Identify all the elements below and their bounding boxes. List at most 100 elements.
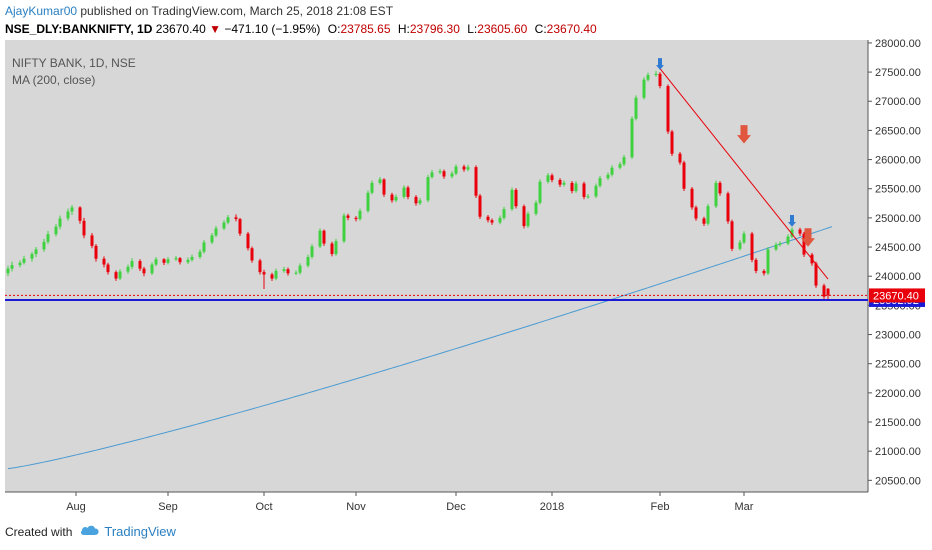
- y-tick-label: 20500.00: [875, 475, 921, 487]
- author-link[interactable]: AjayKumar00: [5, 4, 78, 18]
- candle: [706, 206, 710, 224]
- candle: [222, 222, 226, 229]
- candle: [210, 235, 214, 243]
- candle: [262, 272, 266, 275]
- candle: [442, 171, 446, 177]
- candle: [778, 243, 782, 245]
- high-value: 23796.30: [409, 22, 460, 36]
- candle: [762, 270, 766, 274]
- candle: [606, 174, 610, 179]
- candle: [474, 167, 478, 196]
- plot-area[interactable]: [5, 40, 868, 492]
- y-tick-label: 23000.00: [875, 330, 921, 342]
- candle: [238, 219, 242, 234]
- candle: [114, 272, 118, 279]
- candle: [538, 181, 542, 203]
- candle: [66, 211, 70, 219]
- candle: [514, 189, 518, 207]
- candle: [246, 233, 250, 249]
- chart-legend-ma[interactable]: MA (200, close): [12, 73, 96, 87]
- candle: [670, 131, 674, 154]
- candle: [318, 230, 322, 247]
- tradingview-link[interactable]: TradingView: [104, 524, 176, 539]
- price-change: −471.10 (−1.95%): [224, 22, 321, 36]
- y-tick-label: 28000.00: [875, 38, 921, 50]
- y-tick-label: 21500.00: [875, 417, 921, 429]
- candle: [378, 179, 382, 183]
- candle: [490, 220, 494, 223]
- candle: [478, 195, 482, 217]
- candle: [382, 179, 386, 195]
- y-tick-label: 26500.00: [875, 125, 921, 137]
- candle: [354, 217, 358, 220]
- candle: [118, 271, 122, 279]
- y-tick-label: 24000.00: [875, 271, 921, 283]
- candle: [166, 259, 170, 263]
- candle: [534, 202, 538, 214]
- candle: [646, 74, 650, 80]
- candle: [46, 234, 50, 242]
- candle: [558, 179, 562, 185]
- candle: [370, 182, 374, 193]
- candle: [42, 241, 46, 250]
- candle: [826, 288, 830, 296]
- candle: [406, 187, 410, 197]
- symbol-name: NSE_DLY:BANKNIFTY, 1D: [5, 22, 153, 36]
- candle: [322, 230, 326, 244]
- created-with-text: Created with: [5, 524, 73, 539]
- y-tick-label: 27500.00: [875, 67, 921, 79]
- candle: [726, 193, 730, 222]
- chart-legend-title: NIFTY BANK, 1D, NSE: [12, 56, 136, 70]
- candle: [330, 243, 334, 255]
- candle: [466, 167, 470, 170]
- candle: [642, 79, 646, 98]
- candle: [70, 207, 74, 212]
- publication-info: AjayKumar00 published on TradingView.com…: [5, 4, 393, 18]
- candle: [586, 196, 590, 198]
- candle: [106, 264, 110, 273]
- y-tick-label: 25000.00: [875, 213, 921, 225]
- candle: [310, 246, 314, 257]
- candle: [214, 228, 218, 236]
- down-arrow-annotation-icon[interactable]: [656, 58, 664, 70]
- candle: [630, 118, 634, 158]
- candle: [306, 256, 310, 266]
- candle: [426, 177, 430, 201]
- x-tick-label: Feb: [651, 501, 670, 513]
- low-label: L:: [467, 22, 478, 36]
- candle: [430, 172, 434, 178]
- last-price: 23670.40: [155, 22, 206, 36]
- candle: [54, 226, 58, 235]
- x-tick-label: Oct: [255, 501, 272, 513]
- candle: [714, 182, 718, 207]
- candle: [298, 265, 302, 273]
- x-tick-label: Sep: [158, 501, 178, 513]
- footer: Created with TradingView: [5, 524, 176, 539]
- candle: [798, 229, 802, 234]
- candle: [94, 245, 98, 259]
- candle: [462, 166, 466, 170]
- candle: [522, 206, 526, 227]
- candle: [394, 196, 398, 201]
- down-arrow-annotation-icon[interactable]: [737, 125, 751, 144]
- close-label: C:: [534, 22, 547, 36]
- candle: [202, 242, 206, 252]
- down-arrow-annotation-icon[interactable]: [801, 228, 815, 247]
- symbol-info: NSE_DLY:BANKNIFTY, 1D 23670.40 ▼ −471.10…: [5, 22, 597, 36]
- candle: [174, 258, 178, 260]
- candle: [594, 185, 598, 197]
- candle: [130, 261, 134, 267]
- candle: [286, 269, 290, 274]
- candle: [58, 218, 62, 227]
- price-tag: [869, 288, 925, 303]
- y-tick-label: 24500.00: [875, 242, 921, 254]
- down-arrow-annotation-icon[interactable]: [788, 214, 796, 227]
- trend-line[interactable]: [659, 68, 829, 280]
- candle: [654, 73, 658, 75]
- candle: [682, 162, 686, 189]
- candle: [786, 236, 790, 244]
- candle: [766, 249, 770, 274]
- candle: [802, 233, 806, 255]
- y-tick-label: 22500.00: [875, 359, 921, 371]
